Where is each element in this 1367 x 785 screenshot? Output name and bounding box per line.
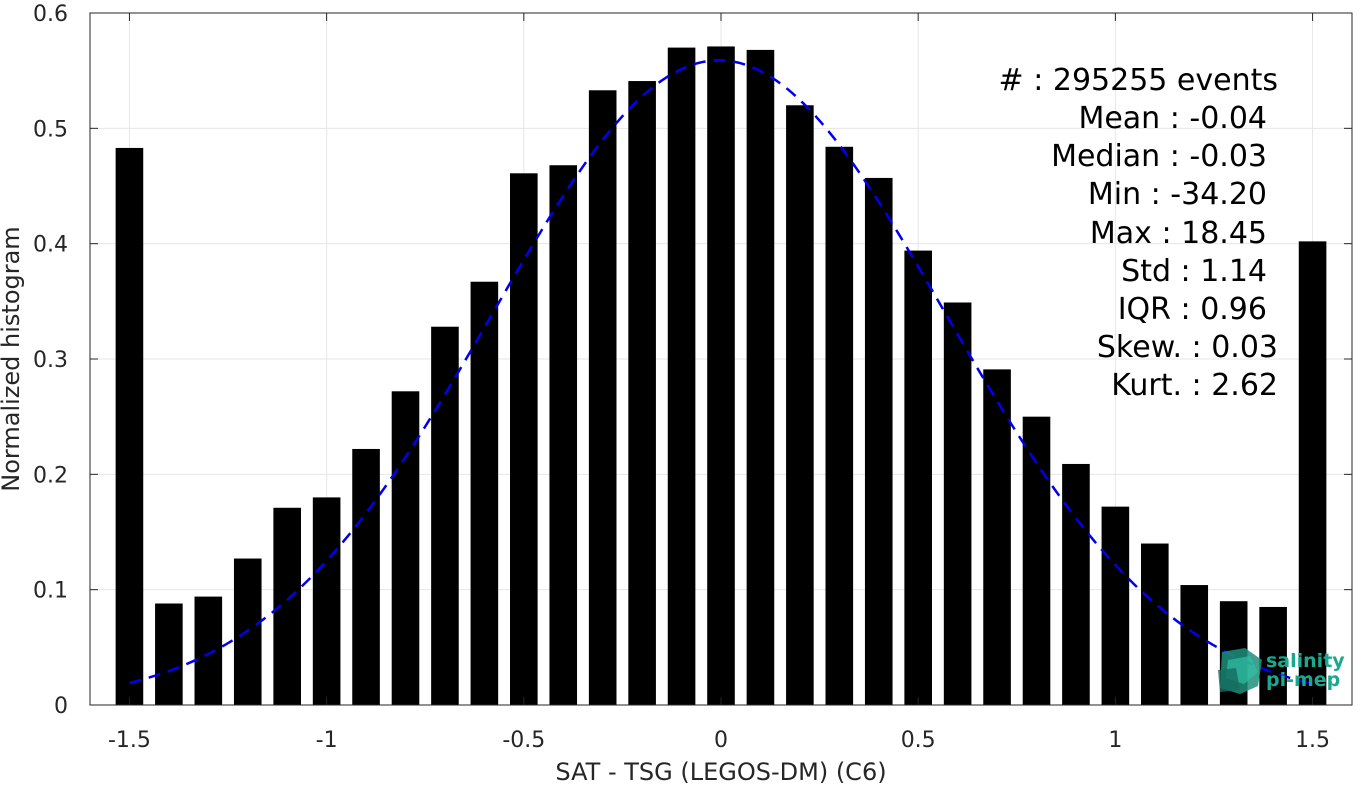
histogram-bar: [194, 596, 223, 705]
salinity-pimep-logo: salinity pi-mep: [1218, 648, 1345, 694]
fit-curve: [129, 59, 1313, 686]
stat-std: Std : 1.14: [1121, 254, 1267, 289]
x-tick-label: 0: [714, 728, 728, 753]
histogram-bar: [470, 281, 499, 705]
histogram-bar: [943, 302, 972, 705]
y-tick-label: 0: [54, 694, 68, 719]
x-tick-label: 1.5: [1295, 728, 1330, 753]
histogram-bar: [667, 47, 696, 706]
histogram-bar: [864, 177, 893, 706]
stat-events: # : 295255 events: [999, 63, 1278, 98]
x-tick-label: 0.5: [901, 728, 936, 753]
y-axis-ticks: 0 0.1 0.2 0.3 0.4 0.5 0.6: [33, 2, 1352, 719]
histogram-bar: [588, 90, 617, 706]
histogram-bar: [1141, 543, 1169, 705]
stat-min: Min : -34.20: [1088, 177, 1267, 212]
x-tick-label: -0.5: [502, 728, 545, 753]
histogram-bar: [707, 46, 735, 706]
histogram-bar: [825, 146, 854, 705]
histogram-bar: [1062, 463, 1090, 705]
stats-box: # : 295255 events Mean : -0.04 Median : …: [999, 63, 1278, 403]
stat-median: Median : -0.03: [1051, 139, 1267, 174]
x-axis-label: SAT - TSG (LEGOS-DM) (C6): [555, 758, 886, 785]
histogram-bar: [983, 369, 1011, 705]
histogram-bar: [746, 49, 775, 705]
y-tick-label: 0.3: [33, 348, 68, 373]
histogram-bar: [904, 250, 932, 705]
y-tick-label: 0.5: [33, 117, 68, 142]
histogram-bar: [510, 173, 538, 705]
stat-mean: Mean : -0.04: [1078, 101, 1267, 136]
x-tick-label: 1: [1108, 728, 1122, 753]
histogram-bar: [1298, 241, 1327, 706]
y-tick-label: 0.6: [33, 2, 68, 27]
stat-kurt: Kurt. : 2.62: [1111, 368, 1278, 403]
histogram-bar: [1101, 506, 1130, 705]
histogram-bar: [391, 391, 420, 705]
x-tick-label: -1: [316, 728, 338, 753]
histogram-bar: [155, 603, 183, 705]
logo-line1: salinity: [1266, 650, 1345, 672]
x-tick-label: -1.5: [108, 728, 151, 753]
histogram-bar: [273, 507, 301, 705]
y-tick-label: 0.4: [33, 233, 68, 258]
stat-iqr: IQR : 0.96: [1118, 292, 1267, 327]
histogram-bar: [1022, 416, 1051, 705]
y-tick-label: 0.1: [33, 579, 68, 604]
histogram-bar: [1259, 606, 1287, 705]
x-axis-ticks: -1.5 -1 -0.5 0 0.5 1 1.5: [108, 13, 1330, 753]
stat-max: Max : 18.45: [1090, 216, 1267, 251]
y-tick-label: 0.2: [33, 463, 68, 488]
histogram-bar: [431, 326, 459, 705]
histogram-bar: [352, 448, 380, 705]
histogram-bar: [115, 147, 144, 705]
logo-line2: pi-mep: [1266, 669, 1340, 691]
histogram-bar: [312, 497, 341, 705]
bars: [115, 46, 1327, 706]
histogram-bar: [549, 165, 578, 706]
histogram-bar: [786, 105, 814, 706]
histogram-bar: [628, 81, 656, 705]
logo-cube-icon: [1218, 648, 1262, 694]
stat-skew: Skew. : 0.03: [1097, 330, 1278, 365]
histogram-bar: [1180, 585, 1209, 705]
y-axis-label: Normalized histogram: [0, 226, 25, 491]
